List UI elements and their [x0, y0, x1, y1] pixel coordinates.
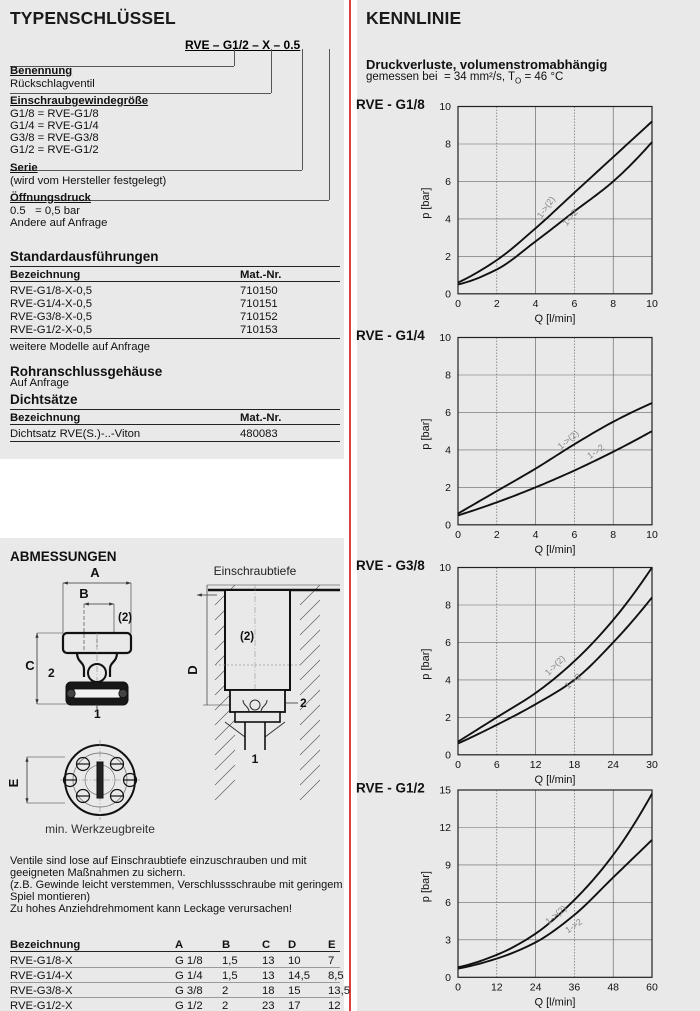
svg-text:(2): (2): [240, 631, 254, 643]
svg-text:1: 1: [252, 752, 259, 766]
svg-text:B: B: [79, 586, 88, 601]
svg-text:C: C: [25, 658, 35, 673]
svg-text:2: 2: [48, 666, 55, 680]
svg-text:D: D: [185, 665, 200, 674]
svg-text:A: A: [90, 565, 100, 580]
svg-text:min. Werkzeugbreite: min. Werkzeugbreite: [45, 822, 155, 836]
svg-text:1: 1: [94, 707, 101, 721]
svg-text:E: E: [6, 778, 21, 787]
svg-text:Einschraubtiefe: Einschraubtiefe: [214, 565, 297, 578]
svg-text:(2): (2): [118, 612, 132, 624]
svg-text:2: 2: [300, 696, 307, 710]
